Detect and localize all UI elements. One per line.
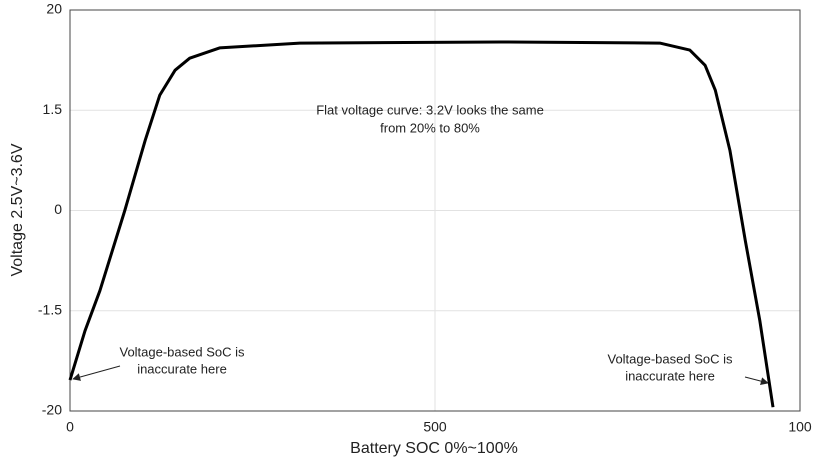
y-tick-label: 1.5 (43, 101, 63, 117)
x-tick-label: 500 (423, 419, 447, 435)
annotation: from 20% to 80% (380, 120, 480, 135)
y-tick-label: 20 (46, 1, 62, 17)
x-tick-label: 100 (788, 419, 812, 435)
annotation-arrow (744, 376, 769, 386)
annotation: inaccurate here (625, 368, 715, 383)
x-axis-label: Battery SOC 0%~100% (350, 440, 518, 457)
y-axis-label: Voltage 2.5V~3.6V (9, 143, 26, 276)
annotation: Voltage-based SoC is (607, 351, 733, 366)
plot-frame (69, 9, 801, 412)
y-tick-label: -1.5 (38, 301, 62, 317)
annotation: Voltage-based SoC is (119, 344, 245, 359)
annotation: inaccurate here (137, 361, 227, 376)
voltage-curve (68, 40, 775, 408)
annotation: Flat voltage curve: 3.2V looks the same (316, 102, 544, 117)
annotation-arrow (72, 365, 121, 381)
y-tick-label: 0 (54, 201, 62, 217)
x-tick-label: 0 (66, 419, 74, 435)
y-tick-label: -20 (42, 402, 62, 418)
